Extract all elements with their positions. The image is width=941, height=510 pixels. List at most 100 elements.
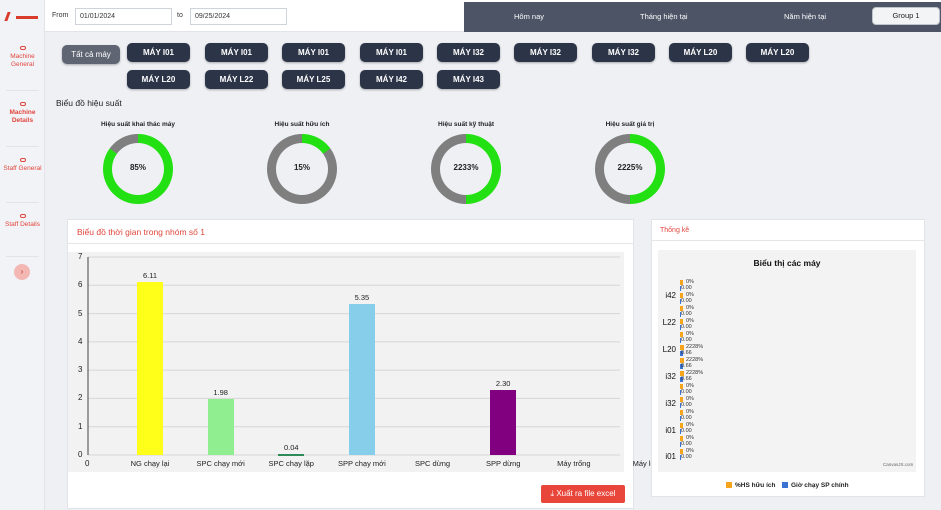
x-category-label: Máy lỗi	[632, 459, 657, 468]
y-tick-label: 6	[78, 280, 83, 290]
stats-pct-label: 0%	[686, 396, 694, 402]
stats-category-label: L22	[662, 318, 676, 327]
stats-category-label: i01	[665, 426, 676, 435]
stats-bar-hours	[680, 364, 683, 369]
chart-credit: CanvasJS.com	[883, 462, 914, 467]
stats-pct-label: 0%	[686, 318, 694, 324]
gauge-ring: 85%	[103, 134, 173, 204]
machine-button[interactable]: MÁY L22	[205, 70, 268, 89]
gauge-value-efficiency: Hiệu suất giá trị 2225%	[585, 121, 675, 204]
bar	[207, 398, 234, 455]
machine-button[interactable]: MÁY I42	[360, 70, 423, 89]
from-label: From	[52, 12, 69, 19]
bar-value-label: 2.30	[495, 378, 511, 388]
stats-bar-pct	[680, 423, 683, 428]
stats-bar-hours	[680, 390, 681, 395]
machine-button[interactable]: MÁY L25	[282, 70, 345, 89]
stats-category-label: L20	[662, 345, 676, 354]
sidebar-item-machine-details[interactable]: Machine Details	[0, 102, 45, 125]
stats-pct-label: 2228%	[686, 357, 704, 363]
to-date-input[interactable]	[190, 8, 287, 25]
stats-bar-hours	[680, 455, 681, 460]
stats-hours-label: 0.00	[681, 389, 692, 395]
machine-button[interactable]: MÁY I43	[437, 70, 500, 89]
stats-pct-label: 0%	[686, 292, 694, 298]
from-date-input[interactable]	[75, 8, 172, 25]
stats-category-label: i32	[665, 399, 676, 408]
stats-bar-hours	[680, 286, 681, 291]
y-tick-label: 5	[78, 308, 83, 318]
stats-hours-label: 0.66	[681, 376, 692, 382]
machine-button[interactable]: MÁY I01	[360, 43, 423, 62]
stats-hours-label: 0.00	[681, 324, 692, 330]
machine-button[interactable]: MÁY I01	[127, 43, 190, 62]
machine-button[interactable]: MÁY I01	[205, 43, 268, 62]
y-tick-label: 4	[78, 336, 83, 346]
export-label: Xuất ra file excel	[556, 489, 616, 498]
stats-bar-pct	[680, 384, 683, 389]
stats-hours-label: 0.00	[681, 428, 692, 434]
stats-category-label: i32	[665, 372, 676, 381]
all-machines-button[interactable]: Tất cả máy	[62, 45, 120, 64]
machine-button[interactable]: MÁY I32	[592, 43, 655, 62]
stats-chart-title: Biểu thị các máy	[753, 258, 821, 268]
stats-pct-label: 0%	[686, 383, 694, 389]
gauge-value: 2233%	[453, 163, 479, 172]
x-category-label: SPC chạy mới	[196, 459, 245, 468]
stats-hours-label: 0.00	[681, 415, 692, 421]
person-icon	[19, 158, 26, 162]
y-tick-label: 1	[78, 421, 83, 431]
period-today[interactable]: Hôm nay	[514, 12, 545, 21]
stats-hours-label: 0.00	[681, 298, 692, 304]
y-tick-label: 3	[78, 365, 83, 375]
y-tick-label: 2	[78, 393, 83, 403]
stats-pct-label: 0%	[686, 305, 694, 311]
gauge-technical: Hiệu suất kỹ thuật 2233%	[421, 121, 511, 204]
machine-button[interactable]: MÁY I01	[282, 43, 345, 62]
export-excel-button[interactable]: ⤓ Xuất ra file excel	[541, 485, 625, 503]
stats-bar-pct	[680, 332, 683, 337]
x-category-label: SPP chạy mới	[338, 459, 386, 468]
stats-bar-hours	[680, 325, 681, 330]
gauge-ring: 2233%	[431, 134, 501, 204]
logo	[4, 12, 38, 22]
group-select-button[interactable]: Group 1	[872, 7, 940, 25]
stats-pct-label: 0%	[686, 422, 694, 428]
stats-bar-hours	[680, 403, 681, 408]
stats-bar-hours	[680, 416, 681, 421]
stats-bar-pct	[680, 371, 684, 376]
sidebar-item-staff-details[interactable]: Staff Details	[0, 214, 45, 229]
machine-button[interactable]: MÁY I32	[514, 43, 577, 62]
sidebar-item-machine-general[interactable]: Machine General	[0, 46, 45, 69]
y-tick-label: 7	[78, 252, 83, 261]
machine-button[interactable]: MÁY I32	[437, 43, 500, 62]
stats-bar-pct	[680, 319, 683, 324]
gear-icon	[19, 46, 26, 50]
sidebar-item-staff-general[interactable]: Staff General	[0, 158, 45, 173]
stats-hours-label: 0.00	[681, 337, 692, 343]
period-current-year[interactable]: Năm hiện tại	[784, 12, 827, 21]
stats-hours-label: 0.66	[681, 363, 692, 369]
sidebar-toggle-button[interactable]: ›	[14, 264, 30, 280]
stats-title: Thống kê	[660, 227, 690, 234]
stats-bar-pct	[680, 436, 683, 441]
machine-button[interactable]: MÁY L20	[746, 43, 809, 62]
x-category-label: SPC chạy lặp	[268, 459, 314, 468]
sidebar-item-label: Staff General	[3, 165, 42, 172]
stats-plot	[658, 250, 916, 472]
machine-button[interactable]: MÁY L20	[669, 43, 732, 62]
stats-hours-label: 0.00	[681, 454, 692, 460]
legend-item: Giờ chạy SP chính	[782, 482, 849, 489]
period-selector: Hôm nay Tháng hiện tại Năm hiện tại Grou…	[464, 2, 941, 32]
legend-item: %HS hữu ích	[726, 482, 775, 489]
stats-bar-hours	[680, 299, 681, 304]
bar-value-label: 0.04	[283, 442, 299, 452]
sidebar-item-label: Machine Details	[9, 109, 36, 124]
bar-value-label: 1.98	[213, 387, 228, 397]
stats-bar-pct	[680, 280, 683, 285]
gauge-label: Hiệu suất hữu ích	[274, 121, 330, 128]
sidebar: Machine General Machine Details Staff Ge…	[0, 0, 45, 510]
period-current-month[interactable]: Tháng hiện tại	[640, 12, 688, 21]
bar	[278, 453, 305, 456]
machine-button[interactable]: MÁY L20	[127, 70, 190, 89]
